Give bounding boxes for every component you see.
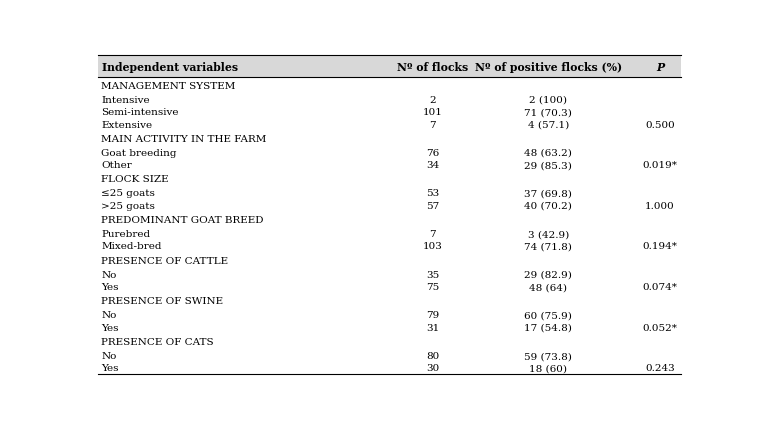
Text: Nº of positive flocks (%): Nº of positive flocks (%) — [475, 62, 622, 72]
Text: P: P — [656, 62, 664, 72]
Text: 30: 30 — [426, 363, 439, 373]
Text: No: No — [102, 270, 117, 279]
Text: 79: 79 — [426, 311, 439, 320]
Text: 0.074*: 0.074* — [643, 282, 678, 291]
Text: MAIN ACTIVITY IN THE FARM: MAIN ACTIVITY IN THE FARM — [102, 134, 267, 144]
Text: 3 (42.9): 3 (42.9) — [528, 230, 569, 239]
Text: Yes: Yes — [102, 363, 119, 373]
Text: 103: 103 — [423, 242, 443, 251]
Text: 34: 34 — [426, 161, 439, 170]
Text: 29 (82.9): 29 (82.9) — [525, 270, 572, 279]
Text: 0.500: 0.500 — [645, 120, 675, 129]
Text: Other: Other — [102, 161, 132, 170]
Text: Mixed-bred: Mixed-bred — [102, 242, 161, 251]
Text: >25 goats: >25 goats — [102, 201, 155, 210]
Text: 101: 101 — [423, 108, 443, 117]
Text: 7: 7 — [429, 230, 436, 239]
Text: 0.052*: 0.052* — [643, 323, 678, 332]
Text: 2 (100): 2 (100) — [529, 95, 567, 105]
Text: 35: 35 — [426, 270, 439, 279]
Text: PRESENCE OF CATS: PRESENCE OF CATS — [102, 337, 214, 346]
Text: No: No — [102, 311, 117, 320]
Text: 53: 53 — [426, 189, 439, 198]
Text: 2: 2 — [429, 95, 436, 105]
Text: Semi-intensive: Semi-intensive — [102, 108, 179, 117]
Text: Intensive: Intensive — [102, 95, 150, 105]
Text: 48 (64): 48 (64) — [529, 282, 567, 291]
Text: PRESENCE OF CATTLE: PRESENCE OF CATTLE — [102, 256, 228, 265]
Text: PREDOMINANT GOAT BREED: PREDOMINANT GOAT BREED — [102, 216, 264, 225]
Text: 18 (60): 18 (60) — [529, 363, 567, 373]
Text: 74 (71.8): 74 (71.8) — [525, 242, 572, 251]
Text: 37 (69.8): 37 (69.8) — [525, 189, 572, 198]
Text: 1.000: 1.000 — [645, 201, 675, 210]
Text: ≤25 goats: ≤25 goats — [102, 189, 155, 198]
Text: 75: 75 — [426, 282, 439, 291]
Text: 29 (85.3): 29 (85.3) — [525, 161, 572, 170]
Text: Goat breeding: Goat breeding — [102, 149, 177, 158]
Text: 60 (75.9): 60 (75.9) — [525, 311, 572, 320]
Text: 17 (54.8): 17 (54.8) — [525, 323, 572, 332]
Text: Nº of flocks: Nº of flocks — [397, 62, 468, 72]
Text: 59 (73.8): 59 (73.8) — [525, 351, 572, 360]
Text: 4 (57.1): 4 (57.1) — [528, 120, 569, 129]
Text: Extensive: Extensive — [102, 120, 152, 129]
Text: 31: 31 — [426, 323, 439, 332]
Text: Yes: Yes — [102, 282, 119, 291]
Text: FLOCK SIZE: FLOCK SIZE — [102, 175, 169, 184]
Text: No: No — [102, 351, 117, 360]
Text: 0.194*: 0.194* — [643, 242, 678, 251]
Text: 0.019*: 0.019* — [643, 161, 678, 170]
Text: 71 (70.3): 71 (70.3) — [525, 108, 572, 117]
Text: 0.243: 0.243 — [645, 363, 675, 373]
Text: 40 (70.2): 40 (70.2) — [525, 201, 572, 210]
Text: 7: 7 — [429, 120, 436, 129]
Text: MANAGEMENT SYSTEM: MANAGEMENT SYSTEM — [102, 81, 236, 90]
Text: 80: 80 — [426, 351, 439, 360]
Text: Independent variables: Independent variables — [102, 62, 239, 72]
Bar — [98, 56, 681, 78]
Text: 76: 76 — [426, 149, 439, 158]
Text: 57: 57 — [426, 201, 439, 210]
Text: PRESENCE OF SWINE: PRESENCE OF SWINE — [102, 296, 224, 305]
Text: Purebred: Purebred — [102, 230, 150, 239]
Text: 48 (63.2): 48 (63.2) — [525, 149, 572, 158]
Text: Yes: Yes — [102, 323, 119, 332]
